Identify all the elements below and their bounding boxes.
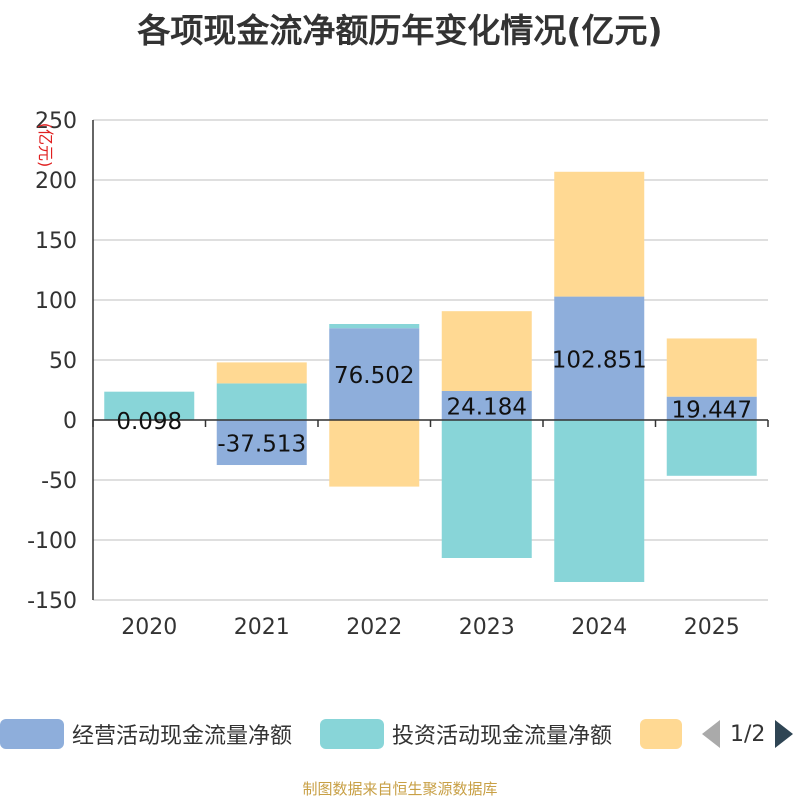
bar-chart: 250 200 150 100 50 0 -50 -100 -150 (亿元) 2020 2021 20… [27, 109, 769, 640]
bar-financing-2022 [329, 420, 420, 487]
legend-swatch-financing [640, 719, 682, 749]
data-label: 19.447 [672, 397, 752, 423]
chart-title: 各项现金流净额历年变化情况(亿元) [137, 11, 663, 50]
legend-pager: 1/2 [702, 714, 794, 754]
legend-swatch-operating [0, 719, 64, 749]
y-tick-label: 50 [49, 349, 77, 374]
y-tick-label: 0 [63, 409, 77, 434]
legend-item-investing[interactable]: 投资活动现金流量净额 [320, 714, 612, 754]
legend-item-operating[interactable]: 经营活动现金流量净额 [0, 714, 292, 754]
y-axis-label: (亿元) [36, 123, 55, 168]
legend: 经营活动现金流量净额 投资活动现金流量净额 1/2 [0, 714, 800, 754]
bar-financing-2023 [441, 311, 532, 391]
data-label: -37.513 [217, 432, 306, 458]
x-tick-label: 2024 [571, 615, 627, 640]
y-tick-label: -50 [41, 469, 77, 494]
bar-operating-2021 [216, 420, 307, 466]
bar-investing-2023 [441, 420, 532, 558]
y-tick-label: -150 [27, 589, 77, 614]
legend-prev-icon[interactable] [702, 720, 720, 748]
data-label: 0.098 [116, 409, 182, 435]
data-label: 76.502 [334, 363, 414, 389]
bar-financing-2021 [216, 362, 307, 384]
y-tick-label: 150 [35, 229, 77, 254]
x-tick-label: 2021 [234, 615, 290, 640]
bar-operating-2025 [666, 396, 757, 420]
bar-financing-2024 [554, 171, 645, 297]
bar-operating-2022 [329, 328, 420, 420]
data-source-note: 制图数据来自恒生聚源数据库 [302, 780, 498, 798]
data-label: 102.851 [552, 347, 647, 373]
data-label: 24.184 [447, 394, 527, 420]
x-tick-label: 2020 [121, 615, 177, 640]
legend-swatch-investing [320, 719, 384, 749]
bar-operating-2024 [554, 296, 645, 420]
legend-label-investing: 投资活动现金流量净额 [392, 724, 613, 749]
bar-investing-2024 [554, 420, 645, 582]
x-tick-label: 2025 [684, 615, 740, 640]
y-tick-label: 100 [35, 289, 77, 314]
x-tick-label: 2022 [346, 615, 402, 640]
legend-label-operating: 经营活动现金流量净额 [72, 724, 293, 749]
legend-next-icon[interactable] [775, 720, 794, 748]
y-tick-label: 250 [35, 109, 77, 134]
bar-investing-2020 [104, 391, 195, 420]
legend-page-indicator: 1/2 [730, 721, 766, 747]
legend-item-financing[interactable] [640, 714, 682, 754]
x-tick-label: 2023 [459, 615, 515, 640]
y-tick-label: -100 [27, 529, 77, 554]
bar-investing-2022 [329, 323, 420, 329]
bar-operating-2023 [441, 390, 532, 420]
y-tick-label: 200 [35, 169, 77, 194]
bar-investing-2025 [666, 420, 757, 476]
bar-financing-2025 [666, 338, 757, 397]
bar-investing-2021 [216, 383, 307, 420]
